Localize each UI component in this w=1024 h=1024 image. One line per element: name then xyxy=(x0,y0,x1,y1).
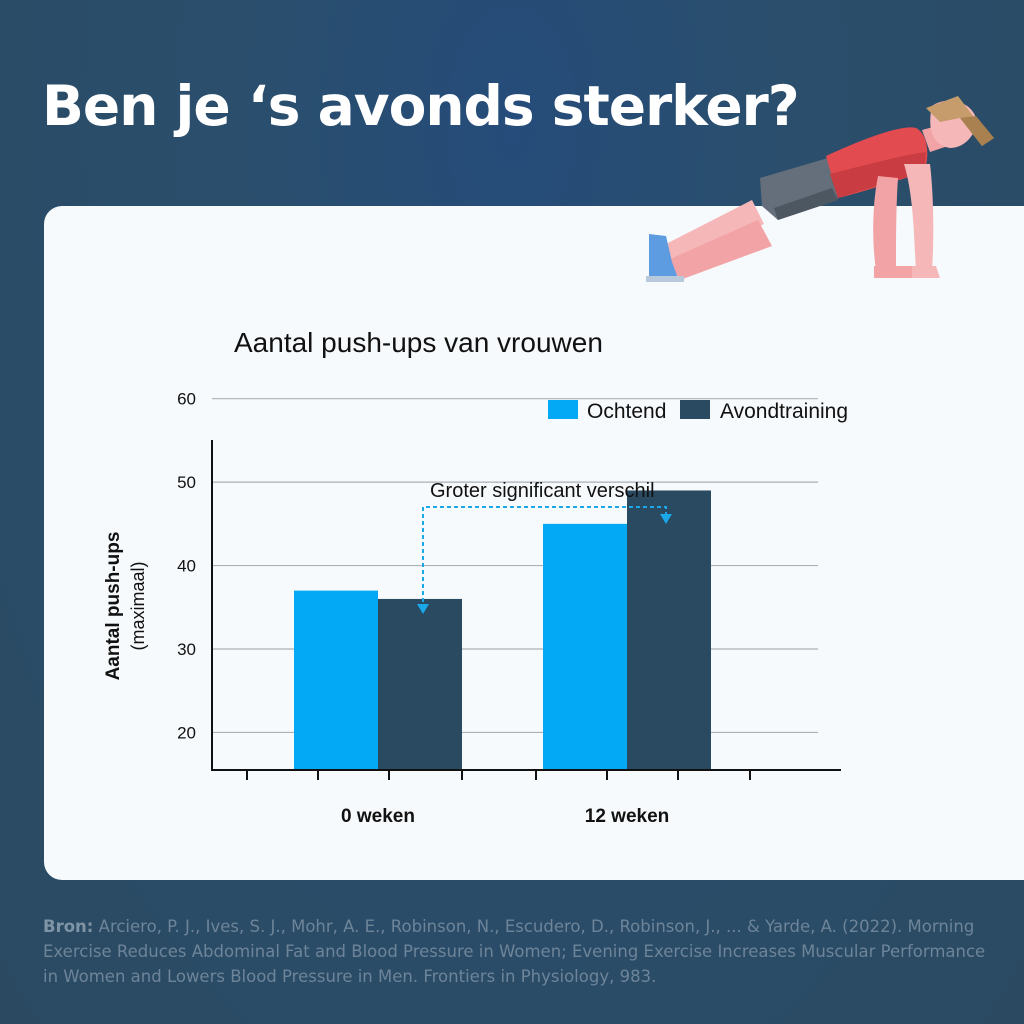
chart-card: Aantal push-ups van vrouwen Ochtend Avon… xyxy=(44,206,1024,880)
push-up-person-icon xyxy=(646,96,994,282)
legend-label-morning: Ochtend xyxy=(587,400,666,423)
bar-evening-0 xyxy=(378,598,462,770)
y-axis-sublabel: (maximaal) xyxy=(128,561,148,650)
y-tick-label: 60 xyxy=(177,390,196,409)
annotation-label: Groter significant verschil xyxy=(430,480,655,502)
y-tick-label: 40 xyxy=(177,557,196,576)
x-category-label: 0 weken xyxy=(341,806,415,827)
y-tick-label: 20 xyxy=(177,723,196,742)
bar-chart: Aantal push-ups van vrouwen Ochtend Avon… xyxy=(103,327,848,827)
source-citation: Bron: Arciero, P. J., Ives, S. J., Mohr,… xyxy=(43,914,1003,989)
headline: Ben je ‘s avonds sterker? xyxy=(42,74,800,138)
axes xyxy=(211,440,841,771)
x-category-label: 12 weken xyxy=(585,806,670,827)
legend-label-evening: Avondtraining xyxy=(720,400,848,423)
y-tick-label: 50 xyxy=(177,473,196,492)
bar-morning-0 xyxy=(294,590,378,770)
annotation-arrowhead-left xyxy=(417,604,429,614)
annotation-arrowhead-right xyxy=(660,514,672,524)
legend-swatch-morning xyxy=(548,400,578,419)
chart-title: Aantal push-ups van vrouwen xyxy=(234,327,603,358)
bar-evening-1 xyxy=(627,490,711,770)
source-text: Arciero, P. J., Ives, S. J., Mohr, A. E.… xyxy=(43,917,986,986)
significance-annotation: Groter significant verschil xyxy=(417,480,672,614)
y-axis-label: Aantal push-ups xyxy=(103,532,124,681)
source-label: Bron: xyxy=(43,917,94,936)
y-tick-label: 30 xyxy=(177,640,196,659)
legend: Ochtend Avondtraining xyxy=(548,400,848,423)
legend-swatch-evening xyxy=(680,400,710,419)
annotation-dashed-connector xyxy=(422,506,667,609)
bar-morning-1 xyxy=(543,523,627,770)
